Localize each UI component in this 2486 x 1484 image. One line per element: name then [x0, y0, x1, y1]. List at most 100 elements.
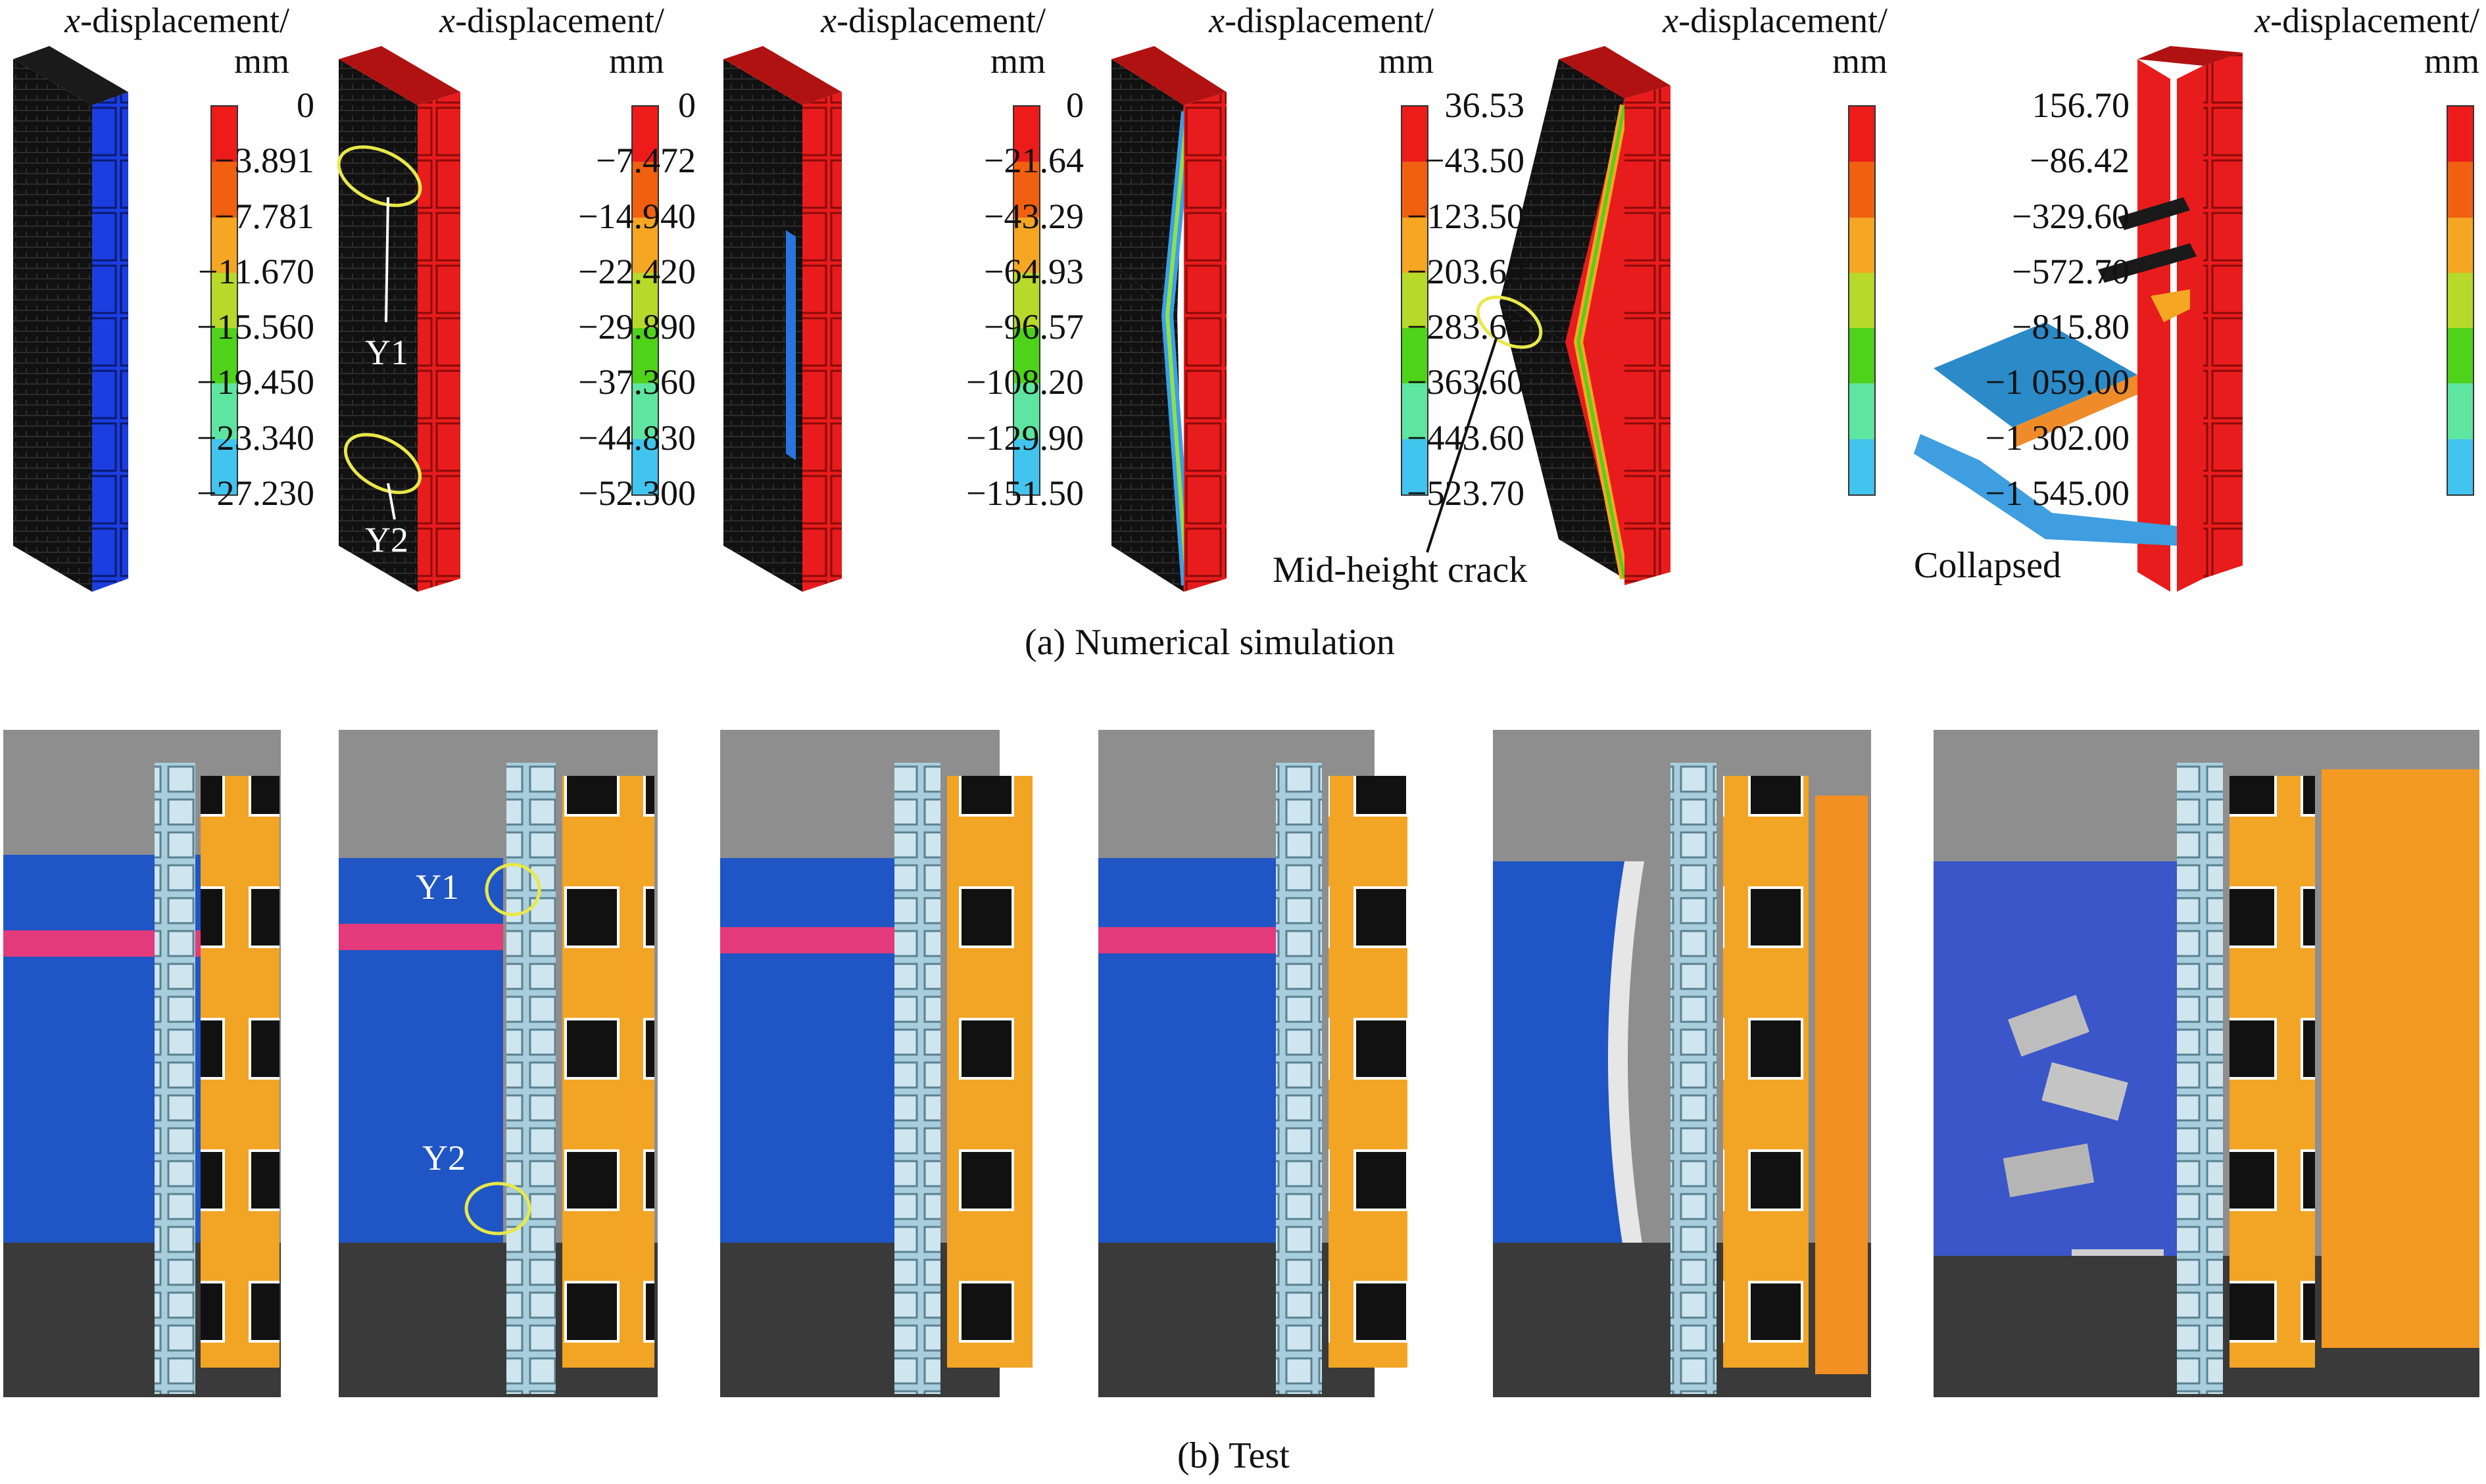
y1-label-test: Y1: [416, 867, 459, 907]
colorbar-tick-label: −123.50: [1407, 196, 1524, 236]
colorbar-segment: [1014, 328, 1039, 384]
sim-model-4: [1111, 46, 1227, 592]
colorbar-tick-label: −11.670: [198, 251, 314, 291]
colorbar-segment: [633, 328, 658, 384]
colorbar-panel-1: x-displacement/mm 00000000: [0, 0, 289, 526]
colorbar-segment: [212, 162, 237, 218]
caption-b: (b) Test: [1177, 1435, 1290, 1476]
colorbar-panel-3: x-displacement/mm 0 −7.472 −14.940 −22.420 −…: [578, 0, 1046, 526]
colorbar-segment: [1402, 439, 1427, 494]
colorbar-segment: [212, 217, 237, 273]
colorbar: [1401, 105, 1428, 496]
test-photo-2: [339, 730, 658, 1397]
colorbar-segment: [1402, 328, 1427, 384]
colorbar-tick-label: 36.53: [1444, 85, 1525, 125]
colorbar-segment: [2448, 162, 2473, 218]
colorbar-tick-label: −283.60: [1407, 307, 1524, 347]
collapsed-label: Collapsed: [1914, 545, 2061, 586]
colorbar-title: x-displacement/mm: [1209, 1, 1434, 81]
colorbar-tick-label: −27.230: [197, 473, 314, 513]
colorbar-segment: [212, 107, 237, 162]
colorbar-tick-label: −329.60: [2012, 196, 2130, 236]
colorbar-tick-label: −3.891: [214, 141, 314, 181]
colorbar-segment: [1014, 162, 1039, 218]
test-photo-5: [1493, 730, 1871, 1397]
colorbar-segment: [2448, 272, 2473, 329]
colorbar-tick-label: −19.450: [197, 362, 314, 402]
colorbar-segment: [1014, 383, 1039, 439]
mid-height-crack-label: Mid-height crack: [1273, 550, 1528, 590]
colorbar-segment: [1849, 217, 1874, 273]
colorbar-segment: [1014, 107, 1039, 162]
colorbar-segment: [633, 162, 658, 218]
colorbar-tick-label: −523.70: [1407, 473, 1524, 513]
colorbar-tick-label: −44.830: [578, 418, 696, 458]
test-photo-4: [1098, 730, 1407, 1397]
colorbar-segment: [1402, 107, 1427, 162]
colorbar-tick-label: −151.50: [966, 473, 1084, 513]
colorbar-tick-label: −1 059.00: [1985, 362, 2130, 402]
sim-model-5: [1426, 46, 1670, 585]
colorbar-tick-label: −15.560: [197, 307, 314, 347]
test-photo-1: [3, 730, 281, 1397]
colorbar-segment: [1402, 272, 1427, 329]
colorbar-segment: [1014, 217, 1039, 273]
colorbar-tick-label: −7.472: [596, 141, 696, 181]
colorbar: [631, 105, 659, 496]
colorbar-segment: [1849, 383, 1874, 439]
colorbar-segment: [633, 272, 658, 329]
colorbar: [1848, 105, 1876, 496]
colorbar-tick-label: −37.360: [578, 362, 696, 402]
colorbar-tick-label: −21.64: [984, 141, 1084, 181]
y1-label-sim: Y1: [365, 333, 408, 372]
colorbar-segment: [2448, 217, 2473, 273]
colorbar-tick-label: 0: [1066, 85, 1084, 125]
colorbar: [210, 105, 238, 496]
colorbar-segment: [212, 383, 237, 439]
colorbar-segment: [1402, 383, 1427, 439]
colorbar-tick-label: −43.29: [984, 196, 1084, 236]
colorbar-panel-5: x-displacement/mm 36.53 −43.50 −123.50 −203…: [1407, 0, 1888, 526]
colorbar-segment: [1014, 439, 1039, 494]
colorbar-segment: [2448, 328, 2473, 384]
colorbar-panel-4: x-displacement/mm 0 −21.64 −43.29 −64.93 −96…: [966, 0, 1434, 526]
colorbar-segment: [1849, 107, 1874, 162]
colorbar-segment: [1402, 162, 1427, 218]
test-photos: [3, 730, 2479, 1397]
colorbar-segment: [1849, 272, 1874, 329]
colorbar-tick-label: 0: [678, 85, 696, 125]
colorbar-tick-label: −7.781: [214, 196, 314, 236]
colorbar-tick-label: −64.93: [984, 251, 1084, 291]
colorbar-title: x-displacement/mm: [64, 1, 289, 81]
colorbar-title: x-displacement/mm: [821, 1, 1046, 81]
colorbar-tick-label: −86.42: [2030, 141, 2130, 181]
colorbar-panel-2: x-displacement/mm 0 −3.891 −7.781 −11.670 −1…: [197, 0, 664, 526]
colorbar-title: x-displacement/mm: [439, 1, 664, 81]
colorbar-tick-label: −1 545.00: [1985, 473, 2130, 513]
colorbar-segment: [212, 272, 237, 329]
caption-a: (a) Numerical simulation: [1025, 622, 1395, 663]
test-photo-3: [720, 730, 1033, 1397]
colorbar-tick-label: −43.50: [1425, 141, 1524, 181]
colorbar-tick-label: −22.420: [578, 251, 696, 291]
colorbar: [1013, 105, 1040, 496]
colorbar-segment: [1849, 439, 1874, 494]
colorbar-tick-label: −52.300: [578, 473, 696, 513]
colorbar-segment: [1849, 162, 1874, 218]
colorbar-tick-label: −363.60: [1407, 362, 1524, 402]
crack-ellipse: [1476, 295, 1543, 349]
colorbar-tick-label: −443.60: [1407, 418, 1524, 458]
colorbar-tick-label: −1 302.00: [1985, 418, 2130, 458]
colorbar-title: x-displacement/mm: [2254, 1, 2479, 81]
colorbar-segment: [633, 383, 658, 439]
colorbar-tick-label: −29.890: [578, 307, 696, 347]
colorbar-tick-label: −203.60: [1407, 251, 1524, 291]
colorbar-title: x-displacement/mm: [1663, 1, 1888, 81]
colorbar-tick-label: −96.57: [984, 307, 1084, 347]
colorbar-tick-label: 156.70: [2032, 85, 2130, 125]
colorbar-panel-6: x-displacement/mm 156.70 −86.42 −329.60 −57…: [1986, 0, 2479, 526]
colorbar-tick-label: −815.80: [2012, 307, 2130, 347]
y2-ellipse: [343, 433, 422, 494]
colorbar-tick-label: −572.70: [2012, 251, 2130, 291]
test-photo-6: [1934, 730, 2479, 1397]
